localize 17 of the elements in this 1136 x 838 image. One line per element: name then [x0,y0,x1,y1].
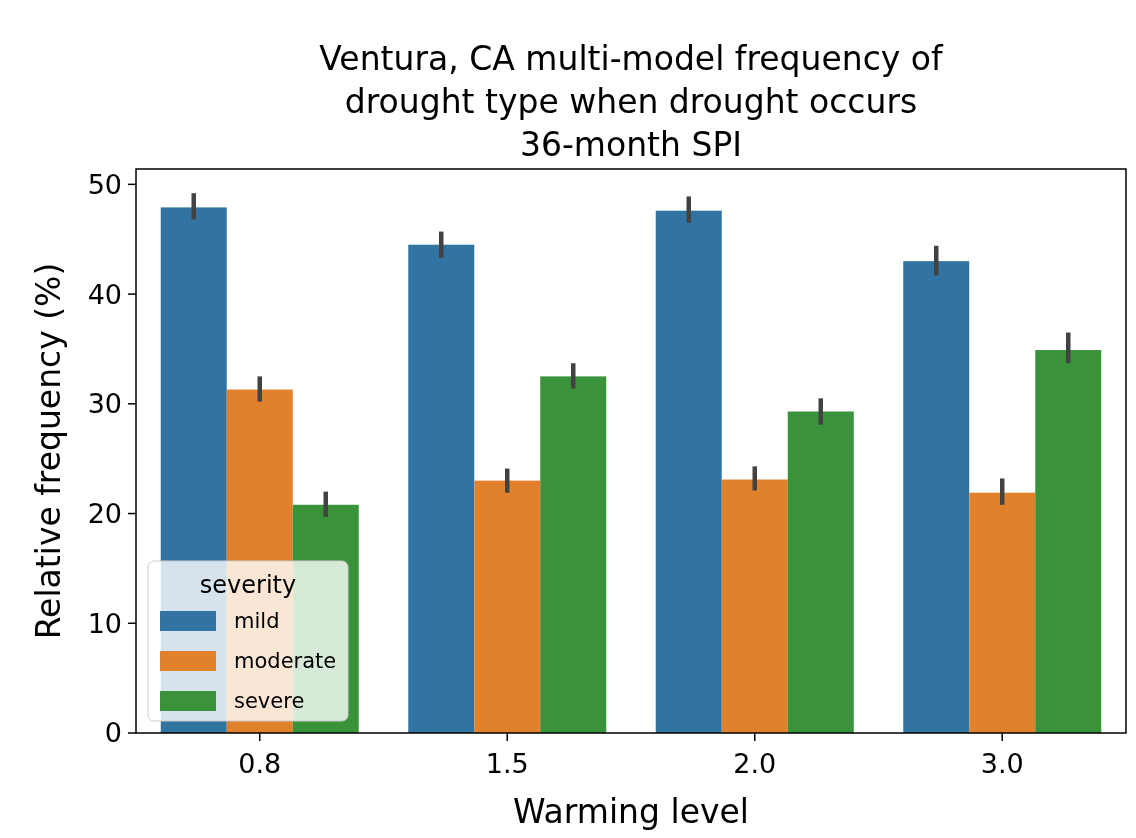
y-tick-label: 40 [87,278,122,310]
legend-label: severe [234,689,305,714]
legend-label: mild [234,609,280,634]
x-tick-label: 1.5 [485,748,529,779]
chart-title: Ventura, CA multi-model frequency of drought type when drought occurs 36-month SPI [319,39,945,164]
x-axis-title: Warming level [513,792,749,831]
y-tick-label: 30 [87,388,122,420]
x-tick-label: 0.8 [238,748,282,779]
x-tick-label: 3.0 [980,748,1024,779]
y-tick-label: 10 [87,607,122,639]
y-tick-label: 0 [104,717,122,749]
x-tick-label: 2.0 [733,748,777,779]
y-axis-title: Relative frequency (%) [29,262,68,640]
y-tick-label: 20 [87,497,122,529]
legend-label: moderate [234,649,337,674]
y-tick-label: 50 [87,168,122,200]
legend-title: severity [199,571,297,599]
